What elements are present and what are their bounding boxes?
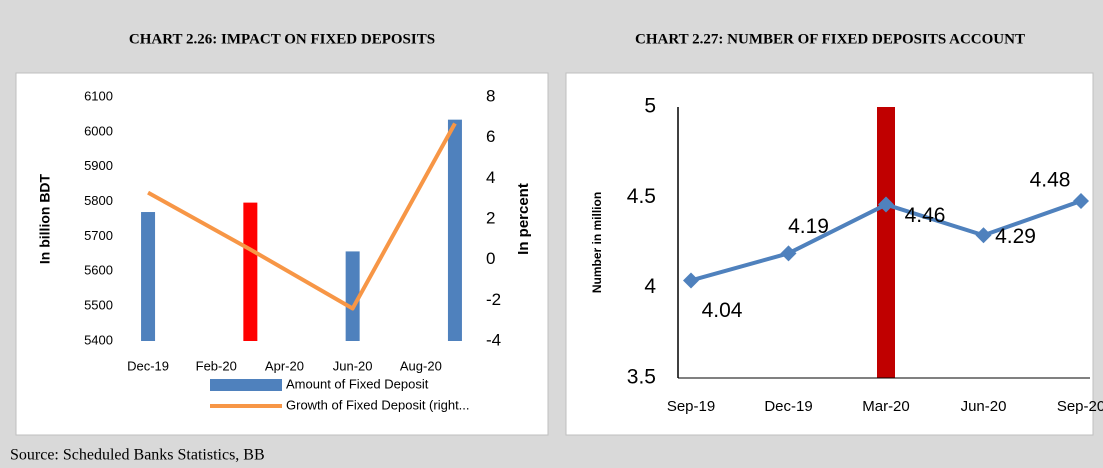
y-tick-label: 5800 [84,193,113,208]
x-tick-label: Feb-20 [196,358,237,373]
panel-right [565,72,1094,436]
marker [878,196,894,213]
y2-tick-label: 8 [486,86,495,105]
data-label: 4.46 [905,204,946,227]
chart-title: CHART 2.26: IMPACT ON FIXED DEPOSITS [129,31,435,47]
y-tick-label: 6000 [84,123,113,138]
y2-tick-label: 2 [486,208,495,227]
x-tick-label: Sep-19 [667,398,715,415]
data-label: 4.48 [1030,168,1071,191]
bar [345,251,360,341]
bar [447,119,462,342]
marker [683,272,699,289]
y-tick-label: 4 [644,275,656,298]
y-tick-label: 5600 [84,263,113,278]
y2-tick-label: 4 [486,168,495,187]
y-tick-label: 5900 [84,158,113,173]
marker [975,227,992,244]
legend-swatch [210,379,282,391]
x-tick-label: Jun-20 [333,358,373,373]
legend-label: Amount of Fixed Deposit [286,376,429,391]
marker [1073,192,1089,209]
y-tick-label: 6100 [84,88,113,103]
y2-tick-label: 6 [486,127,495,146]
legend-label: Growth of Fixed Deposit (right... [286,397,470,412]
x-tick-label: Apr-20 [265,358,304,373]
y-axis-label: Number in million [590,192,604,293]
x-tick-label: Mar-20 [862,398,910,415]
x-tick-label: Aug-20 [400,358,442,373]
y2-tick-label: -2 [486,290,501,309]
chart-title: CHART 2.27: NUMBER OF FIXED DEPOSITS ACC… [635,31,1025,47]
x-tick-label: Sep-20 [1057,398,1103,415]
data-label: 4.04 [702,299,743,322]
source: Source: Scheduled Banks Statistics, BB [10,447,265,464]
data-label: 4.29 [995,225,1036,248]
y2-axis-label: In percent [515,183,532,255]
marker [780,245,797,262]
highlight-band [877,107,895,378]
y-tick-label: 5 [644,95,656,118]
x-tick-label: Jun-20 [961,398,1007,415]
x-tick-label: Dec-19 [764,398,812,415]
x-tick-label: Dec-19 [127,358,169,373]
data-label: 4.19 [788,215,829,238]
y2-tick-label: 0 [486,249,495,268]
y-tick-label: 3.5 [627,366,656,389]
y-tick-label: 5700 [84,228,113,243]
line [147,122,457,311]
y-tick-label: 4.5 [627,185,656,208]
y-tick-label: 5400 [84,332,113,347]
bar [243,202,258,341]
bar [141,212,156,341]
y-tick-label: 5500 [84,298,113,313]
y-axis-label: In billion BDT [37,173,53,264]
y2-tick-label: -4 [486,330,501,349]
